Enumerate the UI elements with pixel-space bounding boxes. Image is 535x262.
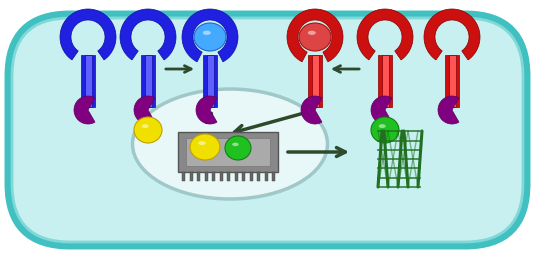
Polygon shape bbox=[287, 9, 343, 62]
Bar bbox=[182, 172, 185, 181]
Polygon shape bbox=[357, 9, 413, 60]
Ellipse shape bbox=[299, 23, 331, 51]
Polygon shape bbox=[182, 9, 238, 62]
Bar bbox=[242, 172, 245, 181]
Bar bbox=[178, 132, 278, 172]
Ellipse shape bbox=[379, 124, 386, 128]
Bar bbox=[311, 55, 318, 107]
Ellipse shape bbox=[190, 134, 220, 160]
Bar bbox=[272, 172, 275, 181]
Ellipse shape bbox=[232, 143, 239, 146]
Polygon shape bbox=[120, 9, 176, 60]
Bar bbox=[249, 172, 253, 181]
Polygon shape bbox=[60, 9, 116, 60]
Bar bbox=[85, 55, 91, 107]
Bar bbox=[186, 138, 270, 166]
Polygon shape bbox=[134, 96, 155, 124]
Bar bbox=[257, 172, 260, 181]
Ellipse shape bbox=[133, 89, 327, 199]
Bar bbox=[212, 172, 215, 181]
Bar bbox=[141, 55, 155, 107]
Bar bbox=[189, 172, 193, 181]
Bar bbox=[207, 55, 213, 107]
FancyBboxPatch shape bbox=[8, 14, 527, 246]
Ellipse shape bbox=[203, 31, 211, 35]
Bar bbox=[197, 172, 200, 181]
Bar bbox=[81, 55, 95, 107]
Bar bbox=[378, 55, 392, 107]
Bar bbox=[204, 172, 208, 181]
Bar bbox=[144, 55, 151, 107]
Bar bbox=[203, 55, 217, 107]
Ellipse shape bbox=[194, 23, 226, 51]
Bar bbox=[308, 55, 322, 107]
Bar bbox=[445, 55, 459, 107]
Polygon shape bbox=[438, 96, 459, 124]
Bar bbox=[448, 55, 455, 107]
Polygon shape bbox=[196, 96, 217, 124]
Ellipse shape bbox=[371, 117, 399, 143]
Ellipse shape bbox=[134, 117, 162, 143]
Bar bbox=[219, 172, 223, 181]
Polygon shape bbox=[301, 96, 322, 124]
Bar bbox=[381, 55, 388, 107]
Polygon shape bbox=[371, 96, 392, 124]
Bar bbox=[264, 172, 268, 181]
Ellipse shape bbox=[308, 31, 316, 35]
Bar bbox=[234, 172, 238, 181]
Polygon shape bbox=[74, 96, 95, 124]
Ellipse shape bbox=[142, 124, 149, 128]
Bar bbox=[227, 172, 230, 181]
Ellipse shape bbox=[198, 141, 206, 145]
Polygon shape bbox=[424, 9, 480, 60]
Ellipse shape bbox=[225, 136, 251, 160]
